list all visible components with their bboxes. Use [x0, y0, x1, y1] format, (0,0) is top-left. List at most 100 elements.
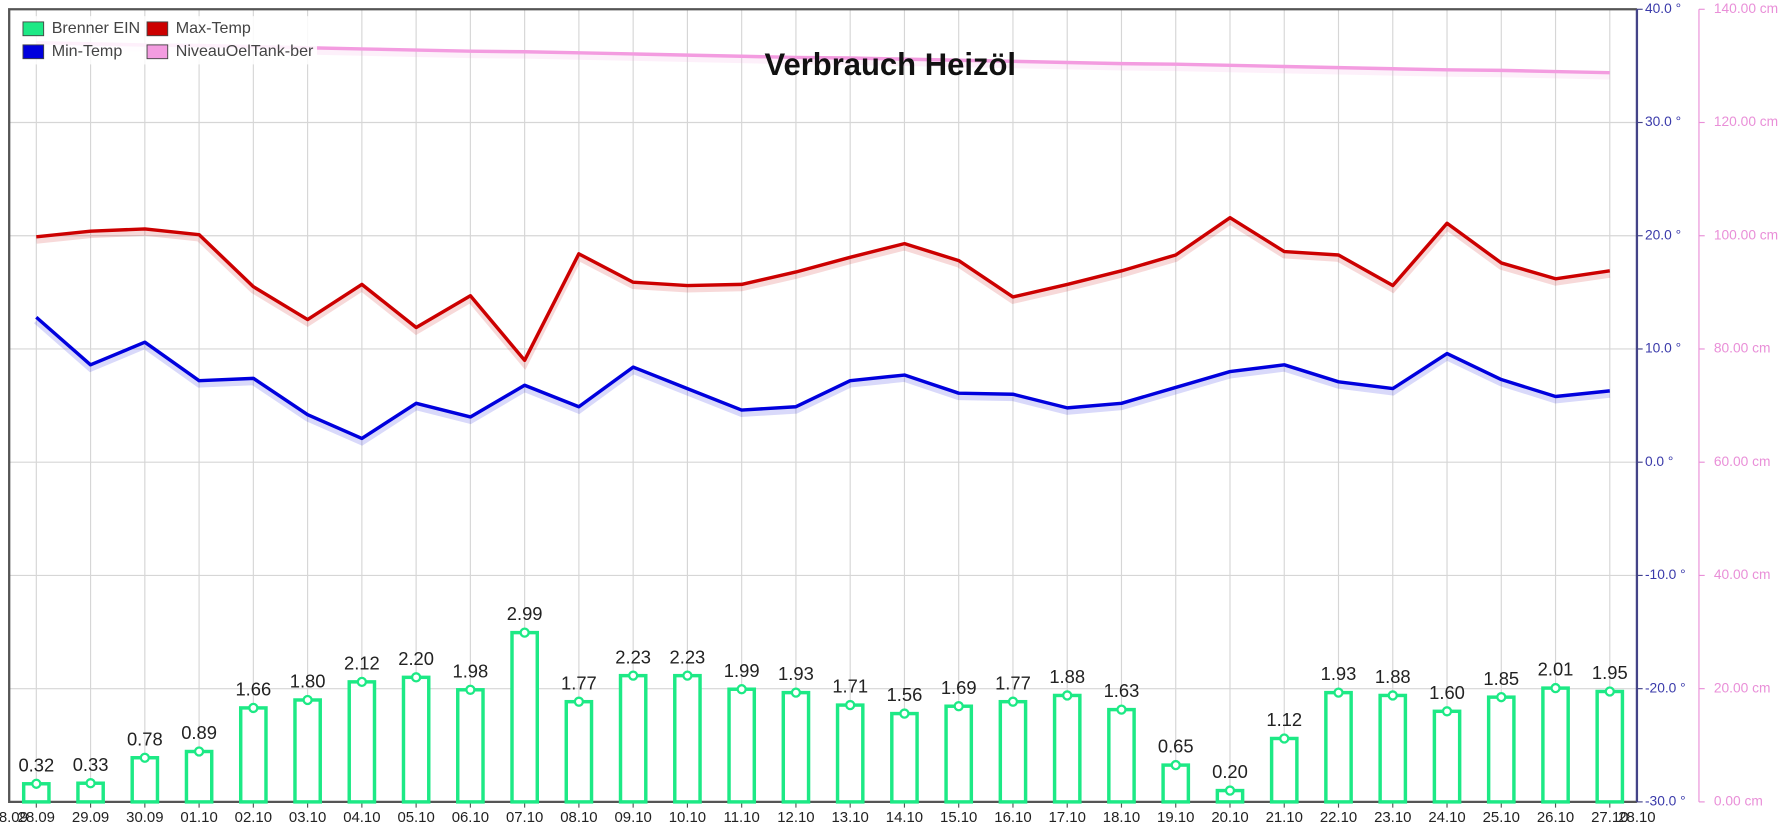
bar-value-label: 1.66	[235, 679, 271, 700]
plot-frame	[8, 8, 1637, 804]
bar	[1378, 693, 1408, 804]
bar-value-label: 2.12	[344, 652, 380, 673]
bar	[998, 699, 1028, 804]
bar-marker	[31, 778, 42, 789]
y2-tick-label: 100.00 cm	[1714, 227, 1778, 242]
x-tick-label: 04.10	[343, 809, 380, 826]
legend: Brenner EIN Min-Temp Max-Temp NiveauOelTank…	[16, 16, 318, 65]
bar-value-label: 2.23	[615, 646, 651, 667]
x-tick-label: 30.09	[126, 809, 163, 826]
legend-label: NiveauOelTank-ber	[176, 42, 314, 60]
bar-value-label: 0.65	[1158, 736, 1194, 757]
bar	[618, 673, 648, 804]
bar-value-label: 0.32	[18, 754, 54, 775]
bar-value-label: 1.93	[1321, 663, 1357, 684]
y-tick-label: 10.0 °	[1645, 341, 1681, 356]
x-tick-label: 21.10	[1266, 809, 1303, 826]
x-tick-label: 13.10	[832, 809, 869, 826]
x-tick-label: 08.10	[560, 809, 597, 826]
x-tick-label: 26.10	[1537, 809, 1574, 826]
x-tick-label: 28.09	[18, 809, 55, 826]
bar-marker	[1550, 682, 1561, 694]
bar-marker	[1170, 759, 1181, 771]
bar-marker	[1441, 706, 1453, 717]
bar	[727, 687, 757, 804]
y2-tick-label: 0.00 cm	[1714, 794, 1763, 809]
legend-swatch	[146, 21, 169, 37]
bar	[1269, 736, 1299, 804]
x-tick-label: 07.10	[506, 809, 543, 826]
legend-label: Brenner EIN	[52, 19, 140, 37]
bar-value-label: 1.77	[995, 672, 1031, 693]
bar	[401, 675, 431, 804]
bar-marker	[302, 694, 313, 706]
bar-marker	[1387, 690, 1398, 701]
bar-marker	[899, 708, 910, 719]
bar-value-label: 1.88	[1049, 666, 1085, 687]
bar-marker	[953, 701, 964, 712]
bar-marker	[139, 752, 151, 763]
bar-marker	[85, 778, 96, 789]
bar-value-label: 0.78	[127, 728, 163, 749]
x-edge-label: 28.10	[1618, 809, 1655, 826]
bar-value-label: 2.23	[670, 646, 706, 667]
bar	[1432, 709, 1462, 804]
bar-marker	[1062, 690, 1073, 701]
bar-value-label: 1.71	[832, 676, 868, 697]
bar	[890, 711, 919, 804]
series-line-shadow	[35, 216, 1611, 370]
x-tick-label: 16.10	[994, 809, 1031, 826]
bar-value-label: 1.56	[887, 684, 923, 705]
bar	[1161, 763, 1191, 804]
x-tick-label: 15.10	[940, 809, 977, 826]
bar	[510, 630, 539, 804]
bar-value-label: 1.93	[778, 663, 814, 684]
bar-marker	[1007, 696, 1019, 707]
x-tick-label: 10.10	[669, 809, 706, 826]
bar-marker	[465, 684, 476, 695]
bar-marker	[1604, 686, 1615, 697]
bar-value-label: 1.85	[1483, 668, 1519, 689]
x-tick-label: 12.10	[777, 809, 814, 826]
bar	[293, 698, 322, 804]
bar	[564, 699, 594, 804]
bar-marker	[1333, 687, 1344, 698]
bar	[1541, 686, 1570, 804]
y2-tick-label: 60.00 cm	[1714, 454, 1771, 469]
x-tick-label: 19.10	[1157, 809, 1194, 826]
bar-value-label: 1.88	[1375, 666, 1411, 687]
x-tick-label: 14.10	[886, 809, 923, 826]
bar-marker	[410, 672, 422, 683]
bar-marker	[627, 670, 639, 681]
y-tick-label: 30.0 °	[1645, 114, 1681, 129]
x-tick-label: 25.10	[1483, 809, 1520, 826]
x-tick-label: 27.10	[1591, 809, 1628, 826]
bar	[1107, 707, 1136, 804]
x-tick-label: 24.10	[1428, 809, 1465, 826]
bar-marker	[682, 670, 693, 681]
bar-marker	[1496, 691, 1507, 703]
x-tick-label: 18.10	[1103, 809, 1140, 826]
bar-marker	[193, 746, 205, 757]
series-line	[36, 215, 1611, 363]
legend-label: Min-Temp	[52, 42, 123, 60]
bar-marker	[1279, 733, 1290, 744]
bar-value-label: 0.20	[1212, 761, 1248, 782]
x-edge-label: 28.09	[0, 809, 28, 826]
bar-value-label: 1.99	[724, 660, 760, 681]
bar	[673, 673, 702, 804]
x-tick-label: 22.10	[1320, 809, 1357, 826]
y2-tick-label: 120.00 cm	[1714, 114, 1778, 129]
bar-value-label: 1.12	[1266, 709, 1302, 730]
y2-tick-label: 140.00 cm	[1714, 1, 1778, 16]
bar-marker	[1116, 704, 1127, 715]
series-line-shadow	[34, 318, 1611, 446]
bar-marker	[845, 699, 856, 711]
bar	[781, 690, 811, 804]
y-tick-label: -30.0 °	[1645, 794, 1686, 809]
bar-value-label: 1.69	[941, 677, 977, 698]
y-tick-label: 20.0 °	[1645, 227, 1681, 242]
bar-value-label: 1.80	[290, 671, 326, 692]
y2-tick-label: 80.00 cm	[1714, 341, 1771, 356]
